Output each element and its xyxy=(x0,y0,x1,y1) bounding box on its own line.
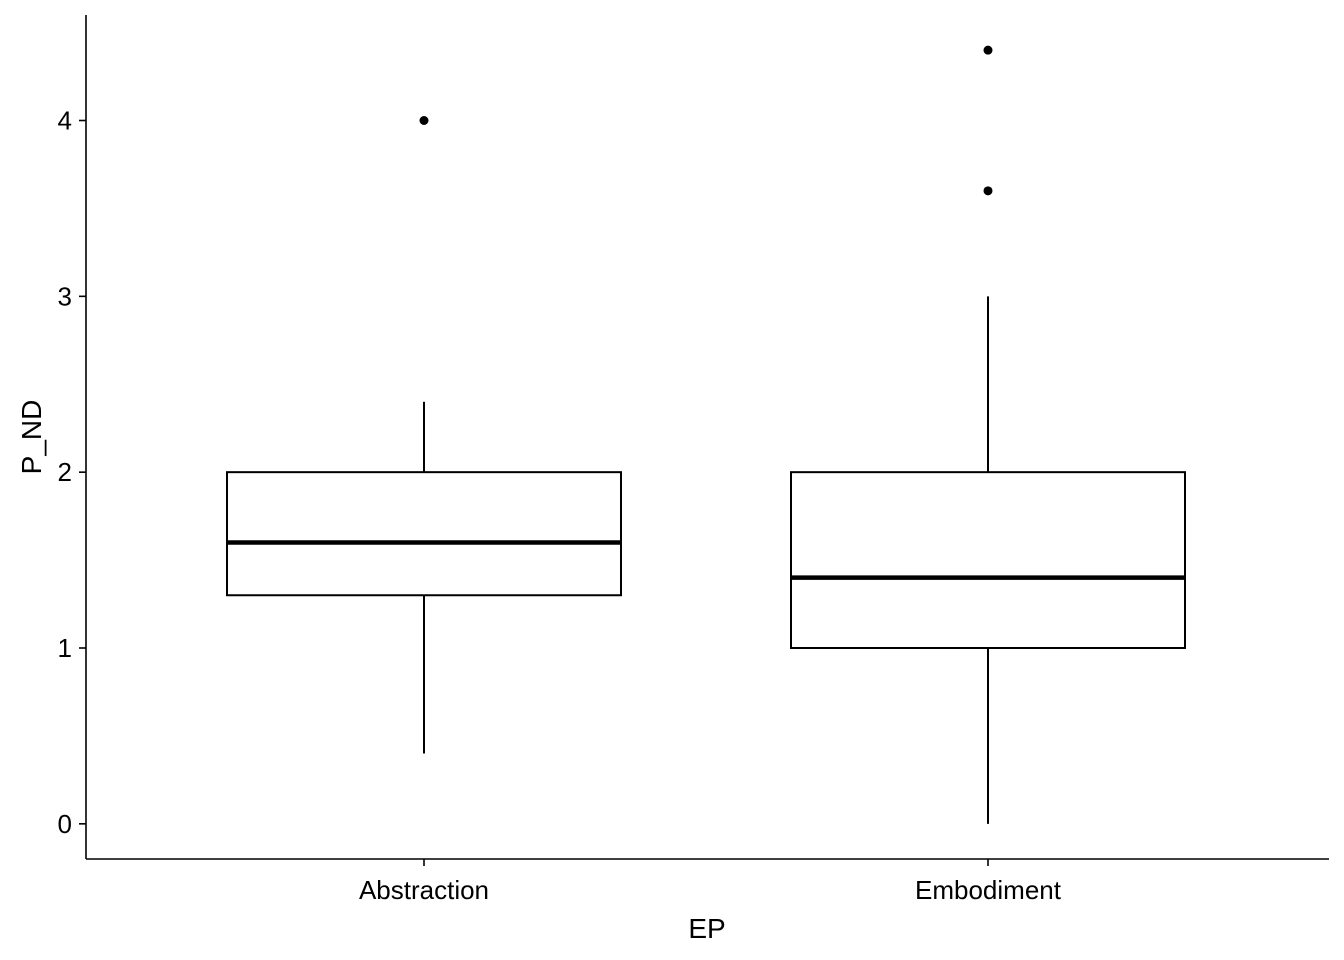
box-group-abstraction xyxy=(226,116,622,754)
plot-area xyxy=(226,45,1186,824)
outlier-point-embodiment-1 xyxy=(983,45,993,55)
y-tick-label-4: 4 xyxy=(58,106,72,136)
x-tick-label-embodiment: Embodiment xyxy=(915,875,1062,905)
box-group-embodiment xyxy=(790,45,1186,824)
iqr-box-embodiment xyxy=(790,471,1186,649)
y-tick-label-1: 1 xyxy=(58,633,72,663)
x-axis-title: EP xyxy=(688,913,725,944)
y-tick-label-2: 2 xyxy=(58,457,72,487)
x-axis-ticks: Abstraction Embodiment xyxy=(359,859,1062,905)
y-axis-ticks: 0 1 2 3 4 xyxy=(58,106,86,839)
x-tick-label-abstraction: Abstraction xyxy=(359,875,489,905)
y-tick-label-0: 0 xyxy=(58,809,72,839)
y-tick-label-3: 3 xyxy=(58,281,72,311)
iqr-box-abstraction xyxy=(226,471,622,597)
outlier-point-abstraction-0 xyxy=(419,116,429,125)
outlier-point-embodiment-0 xyxy=(983,186,993,196)
y-axis-title: P_ND xyxy=(16,400,47,475)
